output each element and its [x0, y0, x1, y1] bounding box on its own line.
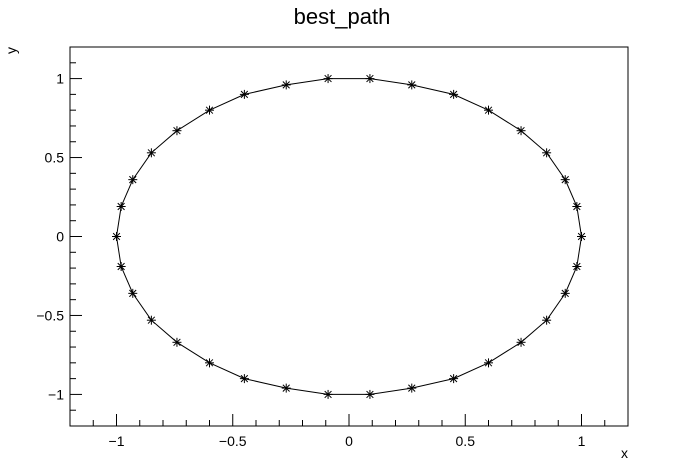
data-point — [560, 288, 570, 298]
best-path-line — [115, 78, 582, 395]
data-point — [407, 80, 417, 90]
x-tick-label: 1 — [578, 433, 586, 449]
data-point — [146, 148, 156, 158]
data-point — [172, 126, 182, 136]
data-point — [239, 374, 249, 384]
data-point — [323, 389, 333, 399]
y-tick-label: −0.5 — [36, 307, 64, 323]
x-tick-label: 0 — [345, 433, 353, 449]
data-point — [128, 175, 138, 185]
data-point — [281, 80, 291, 90]
data-point — [146, 315, 156, 325]
y-tick-label: 1 — [56, 71, 64, 87]
plot-frame — [69, 46, 629, 427]
data-point — [323, 74, 333, 84]
tick-labels: −1 −0.5 0 0.5 1 −1 −0.5 0 0.5 1 — [36, 71, 585, 449]
data-point — [572, 201, 582, 211]
y-tick-label: 0 — [56, 229, 64, 245]
data-point — [542, 148, 552, 158]
data-point — [172, 337, 182, 347]
data-point — [516, 126, 526, 136]
data-point — [484, 358, 493, 368]
data-point — [112, 232, 121, 241]
data-point — [205, 105, 214, 115]
y-tick-label: −1 — [48, 386, 64, 402]
data-point — [577, 232, 586, 241]
x-tick-label: −0.5 — [219, 433, 247, 449]
data-point — [484, 105, 493, 115]
data-point — [449, 374, 459, 384]
data-point — [116, 262, 126, 272]
data-point — [205, 358, 214, 368]
data-point — [572, 262, 582, 272]
data-point — [365, 389, 375, 399]
data-point — [449, 89, 459, 99]
data-point — [407, 383, 417, 393]
data-point — [128, 288, 138, 298]
x-tick-label: −1 — [109, 433, 125, 449]
axis-ticks — [70, 46, 629, 426]
data-markers — [112, 74, 586, 399]
data-point — [560, 175, 570, 185]
chart-title: best_path — [294, 4, 391, 29]
x-tick-label: 0.5 — [456, 433, 476, 449]
data-point — [542, 315, 552, 325]
data-point — [239, 89, 249, 99]
data-point — [365, 74, 375, 84]
data-point — [116, 201, 126, 211]
y-axis-label: y — [3, 47, 19, 54]
data-point — [281, 383, 291, 393]
x-axis-label: x — [621, 445, 628, 461]
y-tick-label: 0.5 — [45, 150, 65, 166]
data-point — [516, 337, 526, 347]
